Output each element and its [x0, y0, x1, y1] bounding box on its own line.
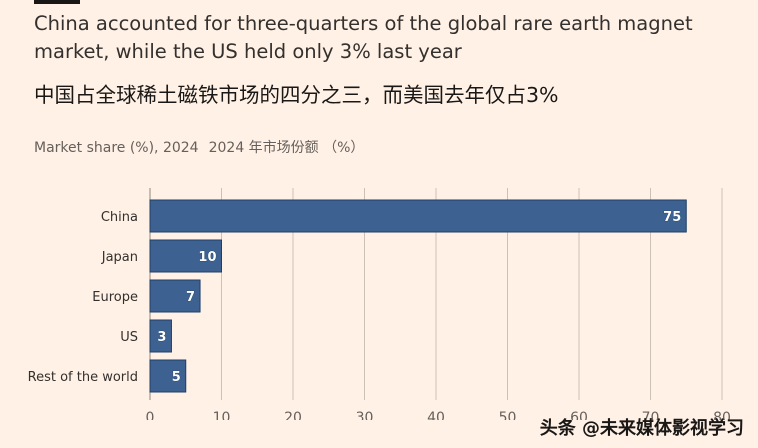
bar — [149, 279, 201, 313]
subtitle-chinese: 2024 年市场份额 （%） — [208, 140, 365, 156]
x-tick-label: 50 — [499, 410, 517, 420]
x-tick-label: 0 — [146, 410, 155, 420]
bar — [149, 239, 222, 273]
chart-subtitle: Market share (%), 2024 2024 年市场份额 （%） — [34, 138, 374, 158]
x-tick-label: 70 — [642, 410, 660, 420]
x-tick-label: 30 — [356, 410, 374, 420]
watermark: 头条 @未来媒体影视学习 — [539, 418, 744, 439]
category-labels: China Japan Europe US Rest of the world — [28, 210, 138, 385]
chart-title: China accounted for three-quarters of th… — [34, 12, 693, 63]
subtitle-english: Market share (%), 2024 — [34, 140, 199, 156]
top-accent-bar — [34, 0, 80, 4]
data-label: 5 — [172, 370, 181, 385]
data-labels: 75 10 7 3 5 — [157, 210, 681, 386]
x-tick-label: 60 — [570, 410, 588, 420]
category-label: Rest of the world — [28, 370, 138, 385]
x-axis: 0 10 20 30 40 50 60 70 80 — [146, 410, 731, 420]
x-tick-label: 40 — [427, 410, 445, 420]
x-tick-label: 80 — [713, 410, 731, 420]
x-tick-label: 10 — [213, 410, 231, 420]
category-label: Europe — [92, 290, 138, 305]
bar — [149, 199, 687, 233]
chart-title-chinese: 中国占全球稀土磁铁市场的四分之三，而美国去年仅占3% — [34, 83, 559, 107]
category-label: China — [101, 210, 138, 225]
data-label: 75 — [663, 210, 681, 225]
data-label: 3 — [157, 330, 166, 345]
data-label: 7 — [186, 290, 195, 305]
x-tick-label: 20 — [284, 410, 302, 420]
bar — [149, 359, 187, 393]
bars — [149, 199, 687, 393]
category-label: Japan — [101, 250, 138, 265]
bar — [149, 319, 172, 353]
data-label: 10 — [198, 250, 216, 265]
category-label: US — [120, 330, 138, 345]
